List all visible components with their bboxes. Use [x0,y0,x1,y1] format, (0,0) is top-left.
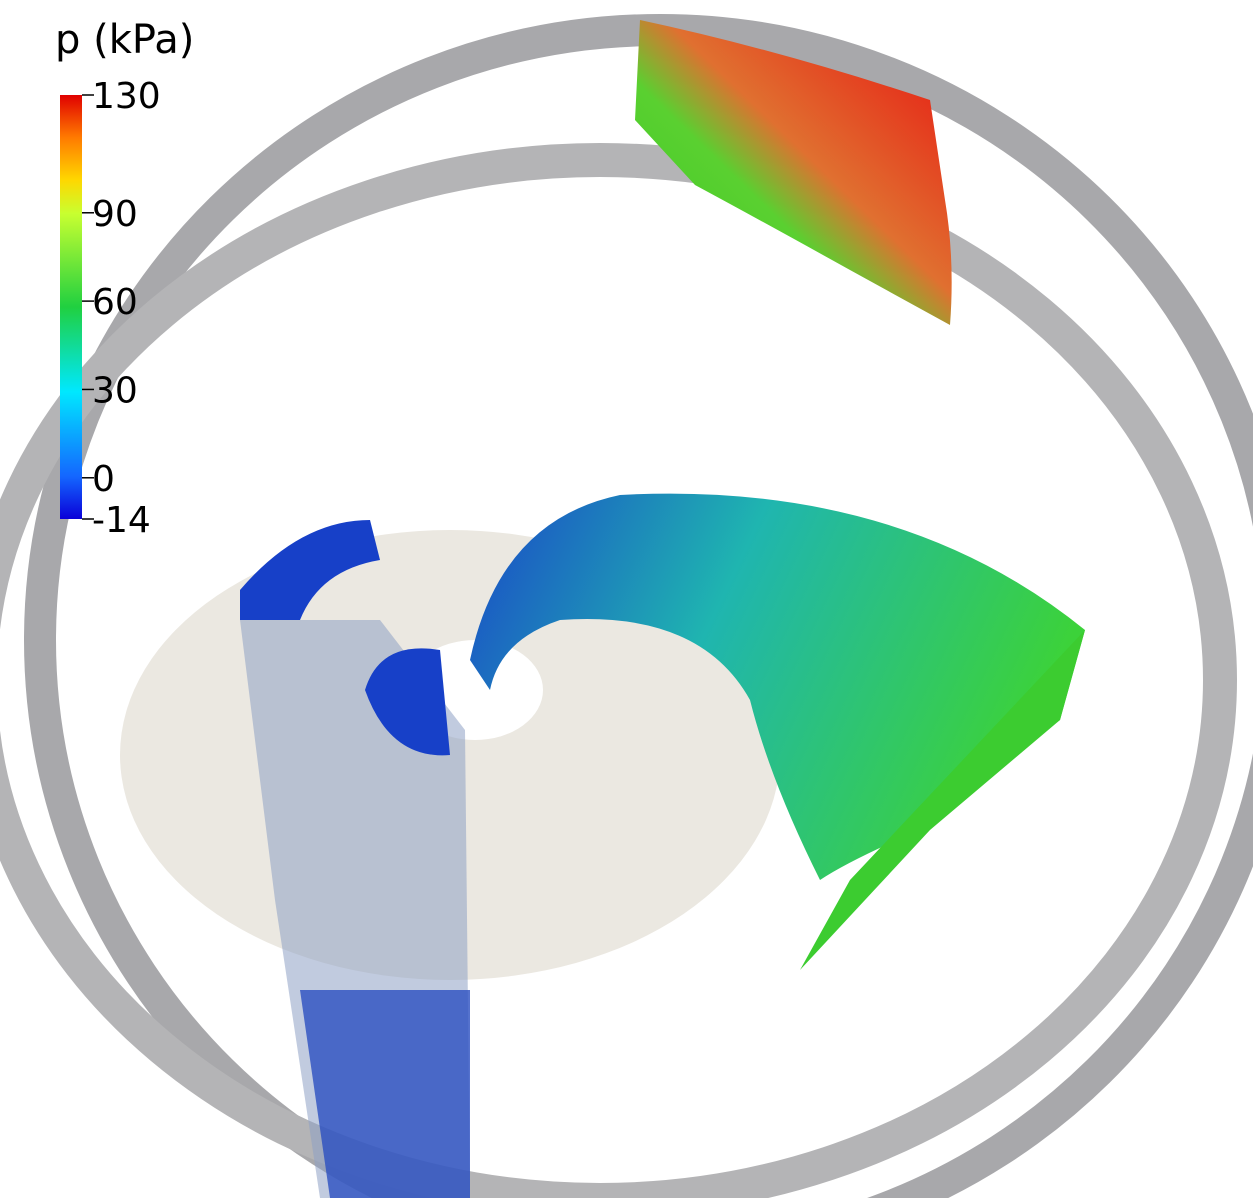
tick-label: 0 [92,459,115,500]
render-view: p (kPa) 130 90 60 30 0-14 [0,0,1253,1198]
tick-label: 90 [92,194,138,235]
tick-label: 60 [92,282,138,323]
tick-label: 130 [92,76,161,117]
tick-label: -14 [92,500,151,541]
page: p (kPa) 1309060300-14 (() => { const dat… [0,0,1253,1198]
legend-title: p (kPa) [55,17,194,63]
tick-label: 30 [92,370,138,411]
color-bar [60,95,82,519]
scene [0,20,1253,1198]
